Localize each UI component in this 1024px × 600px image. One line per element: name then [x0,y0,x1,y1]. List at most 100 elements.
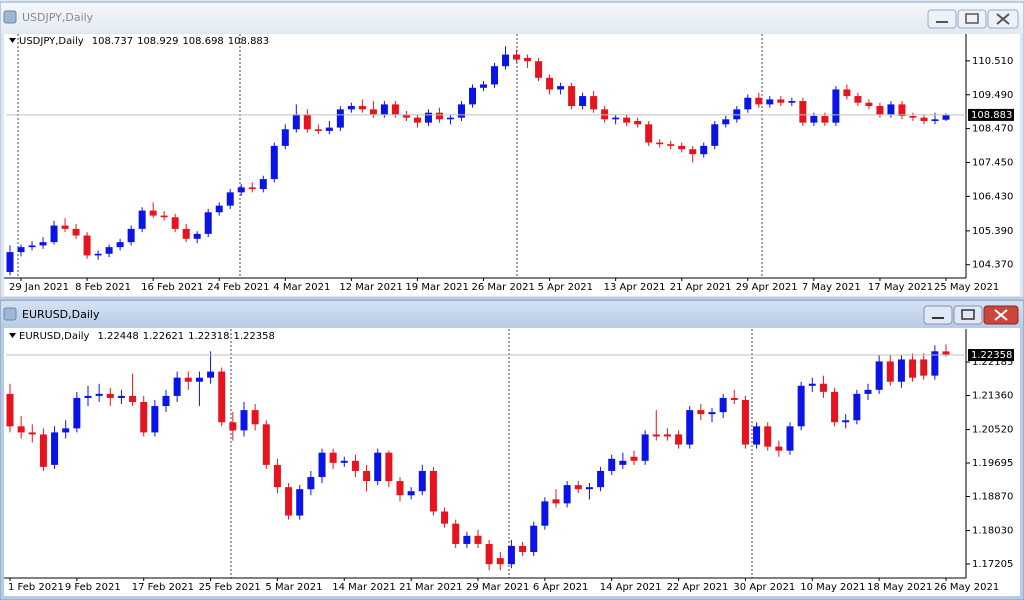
candle-body [182,228,190,239]
candle-body [207,371,215,378]
candle-body [585,487,593,490]
candle-body [634,120,642,125]
candle-body [61,225,69,229]
chart-area [4,34,1020,296]
y-tick-label: 1.19695 [972,458,1013,469]
x-tick-label: 14 Apr 2021 [600,582,662,593]
candle-body [864,389,872,394]
candle-body [195,377,203,382]
candle-body [842,420,850,423]
info-symbol: USDJPY,Daily [19,36,84,47]
candle-body [645,124,653,143]
candle-body [6,393,14,427]
candle-body [171,217,179,229]
candle-body [374,452,382,482]
candle-body [129,395,137,402]
candle-body [28,432,36,435]
candle-body [162,395,170,407]
window-usdjpy [0,1,1024,299]
candle-body [663,434,671,437]
candle-body [173,377,181,396]
info-close: 108.883 [228,36,269,47]
x-tick-label: 1 Feb 2021 [8,582,64,593]
minimize-button[interactable] [923,305,953,325]
y-tick-label: 110.510 [972,56,1013,67]
candle-body [281,129,289,146]
candle-body [777,99,785,103]
candle-body [641,434,649,461]
candle-body [303,114,311,130]
candle-body [897,359,905,382]
info-line: USDJPY,Daily 108.737 108.929 108.698 108.883 [19,36,269,47]
x-tick-label: 25 Feb 2021 [199,582,261,593]
info-low: 108.698 [182,36,223,47]
candle-body [519,545,527,553]
candle-body [480,84,488,88]
candle-body [351,460,359,471]
close-icon [994,309,1008,321]
x-tick-label: 13 Apr 2021 [604,282,666,293]
y-tick-label: 109.490 [972,90,1013,101]
candle-body [678,145,686,150]
x-tick-label: 17 Feb 2021 [132,582,194,593]
x-tick-label: 24 Feb 2021 [207,282,269,293]
candle-body [797,385,805,427]
candle-body [17,426,25,433]
x-tick-label: 26 May 2021 [934,582,999,593]
candle-body [285,487,293,516]
maximize-button[interactable] [953,305,983,325]
candle-body [799,101,807,123]
window-icon [3,307,17,321]
candle-body [95,393,103,396]
candle-body [385,452,393,482]
candle-body [513,54,521,60]
candle-body [557,86,565,90]
candle-body [541,501,549,526]
x-tick-label: 5 Mar 2021 [265,582,322,593]
candle-body [314,129,322,131]
candle-body [424,112,432,123]
candle-body [831,391,839,423]
candle-body [273,464,281,488]
candle-body [218,371,226,423]
minimize-button[interactable] [927,9,957,29]
x-tick-label: 30 Apr 2021 [733,582,795,593]
info-open: 108.737 [92,36,133,47]
info-open: 1.22448 [97,331,138,342]
maximize-button[interactable] [957,9,987,29]
candle-body [733,109,741,120]
candle-body [318,452,326,478]
candle-body [418,470,426,492]
candle-body [369,109,377,115]
candle-body [741,399,749,445]
candle-body [608,458,616,471]
title-bar [1,3,1023,33]
candle-body [6,252,14,273]
candle-body [435,112,443,120]
candle-body [898,104,906,116]
window-icon [3,10,17,24]
candle-body [909,115,917,118]
candle-body [942,351,950,356]
candle-body [50,225,58,243]
candle-body [530,525,538,553]
candle-body [755,97,763,105]
candle-body [215,205,223,213]
candle-body [579,96,587,107]
candle-body [248,187,256,190]
candle-body [931,119,939,121]
candle-body [84,395,92,398]
candle-body [251,410,259,425]
candle-body [270,145,278,180]
bid-label: 1.22358 [971,350,1012,361]
candle-body [843,89,851,97]
candle-body [675,434,683,445]
candle-body [920,117,928,121]
candle-body [39,434,47,467]
candle-body [452,523,460,544]
x-tick-label: 5 Apr 2021 [538,282,593,293]
info-close: 1.22358 [234,331,275,342]
candle-body [619,460,627,465]
candle-body [909,359,917,378]
candle-body [105,247,113,254]
